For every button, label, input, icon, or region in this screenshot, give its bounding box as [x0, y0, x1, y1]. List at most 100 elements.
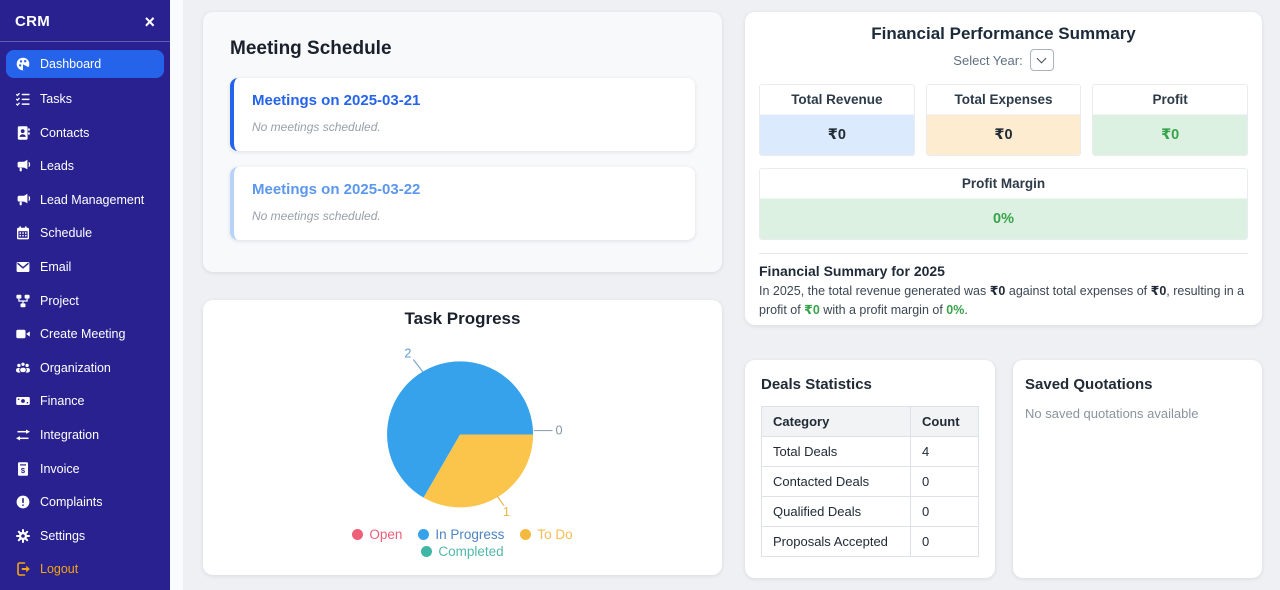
profit-amount: ₹0 — [804, 302, 820, 317]
stat-label: Total Expenses — [926, 85, 1081, 115]
table-row: Total Deals 4 — [761, 436, 979, 467]
profit-margin-label: Profit Margin — [760, 169, 1247, 199]
sidebar: CRM × Dashboard Tasks Contacts Leads Lea… — [0, 0, 170, 590]
financial-summary-text-block: Financial Summary for 2025 In 2025, the … — [759, 254, 1248, 320]
task-progress-pie-chart: 2 0 1 — [387, 347, 563, 519]
divider — [759, 253, 1248, 254]
column-header-category: Category — [761, 406, 911, 437]
address-book-icon — [15, 125, 31, 141]
sidebar-item-complaints[interactable]: Complaints — [6, 490, 164, 515]
sidebar-item-project[interactable]: Project — [6, 288, 164, 313]
financial-summary-paragraph: In 2025, the total revenue generated was… — [759, 284, 1245, 317]
sidebar-item-create-meeting[interactable]: Create Meeting — [6, 322, 164, 347]
financial-summary-card: Financial Performance Summary Select Yea… — [745, 12, 1262, 325]
sidebar-item-leads[interactable]: Leads — [6, 154, 164, 179]
sidebar-item-invoice[interactable]: $ Invoice — [6, 456, 164, 481]
meeting-group-2025-03-22: Meetings on 2025-03-22 No meetings sched… — [230, 167, 695, 240]
task-progress-title: Task Progress — [404, 309, 521, 328]
pie-slice-to-do[interactable] — [423, 434, 534, 508]
legend-item-open[interactable]: Open — [352, 527, 402, 542]
meeting-group-empty-message: No meetings scheduled. — [252, 120, 381, 134]
legend-dot — [418, 529, 430, 540]
sidebar-item-label: Contacts — [40, 125, 90, 140]
sidebar-item-email[interactable]: Email — [6, 255, 164, 280]
profit-stat: Profit ₹0 — [1092, 84, 1249, 156]
diagram-icon — [15, 293, 31, 309]
total-expenses-stat: Total Expenses ₹0 — [925, 84, 1082, 156]
saved-quotations-title: Saved Quotations — [1025, 376, 1153, 393]
sidebar-item-logout[interactable]: Logout — [6, 557, 164, 582]
pie-slice-in-progress[interactable] — [387, 361, 534, 498]
sidebar-gutter — [170, 0, 183, 590]
deal-category: Proposals Accepted — [761, 526, 911, 557]
sidebar-item-schedule[interactable]: Schedule — [6, 221, 164, 246]
sidebar-item-label: Settings — [40, 528, 86, 543]
deals-table-header-row: Category Count — [761, 406, 979, 437]
legend-item-in-progress[interactable]: In Progress — [418, 527, 504, 542]
exclamation-circle-icon — [15, 494, 31, 510]
deal-count: 4 — [910, 436, 979, 467]
financial-stats-row: Total Revenue ₹0 Total Expenses ₹0 Profi… — [759, 84, 1249, 156]
deal-category: Qualified Deals — [761, 496, 911, 527]
close-icon[interactable]: × — [144, 11, 155, 32]
deals-table: Category Count Total Deals 4 Contacted D… — [761, 406, 979, 557]
legend-dot — [520, 529, 532, 540]
select-year-label: Select Year: — [953, 52, 1023, 68]
sidebar-item-lead-management[interactable]: Lead Management — [6, 187, 164, 212]
pie-label-open: 0 — [555, 423, 562, 437]
deal-category: Contacted Deals — [761, 466, 911, 497]
table-row: Proposals Accepted 0 — [761, 526, 979, 557]
sidebar-item-dashboard[interactable]: Dashboard — [6, 50, 164, 78]
video-camera-icon — [15, 326, 31, 342]
sidebar-item-label: Create Meeting — [40, 327, 126, 342]
sidebar-header: CRM × — [0, 0, 170, 42]
sidebar-item-label: Finance — [40, 394, 85, 409]
deal-category: Total Deals — [761, 436, 911, 467]
bullhorn-icon — [15, 192, 31, 208]
sidebar-item-label: Logout — [40, 562, 79, 577]
pie-legend: Open In Progress To Do Completed — [203, 527, 722, 559]
sidebar-nav: Dashboard Tasks Contacts Leads Lead Mana… — [0, 42, 170, 582]
stat-value: ₹0 — [1093, 115, 1248, 155]
legend-item-completed[interactable]: Completed — [421, 544, 504, 559]
deals-statistics-card: Deals Statistics Category Count Total De… — [745, 360, 995, 578]
sidebar-item-label: Dashboard — [40, 57, 102, 71]
sidebar-item-label: Leads — [40, 159, 75, 174]
users-icon — [15, 360, 31, 376]
year-select-dropdown[interactable] — [1029, 49, 1054, 71]
sidebar-item-tasks[interactable]: Tasks — [6, 87, 164, 112]
pie-label-in-progress: 2 — [404, 347, 411, 361]
meeting-schedule-title: Meeting Schedule — [230, 38, 392, 59]
expenses-amount: ₹0 — [1150, 284, 1167, 298]
sidebar-item-organization[interactable]: Organization — [6, 355, 164, 380]
svg-text:$: $ — [21, 466, 26, 475]
gear-icon — [15, 528, 31, 544]
money-bill-icon — [15, 393, 31, 409]
sidebar-item-finance[interactable]: Finance — [6, 389, 164, 414]
sidebar-item-label: Project — [40, 293, 79, 308]
meeting-group-title: Meetings on 2025-03-21 — [252, 92, 421, 109]
sidebar-item-label: Schedule — [40, 226, 93, 241]
legend-label: In Progress — [435, 527, 505, 542]
legend-label: To Do — [537, 527, 573, 542]
task-progress-card: Task Progress 2 0 1 Open In Progress To … — [203, 300, 722, 575]
financial-summary-title: Financial Performance Summary — [871, 24, 1136, 43]
total-revenue-stat: Total Revenue ₹0 — [759, 84, 915, 156]
stat-label: Profit — [1093, 85, 1248, 115]
chevron-down-icon — [1036, 53, 1047, 64]
calendar-icon — [15, 225, 31, 241]
envelope-icon — [15, 259, 31, 275]
column-header-count: Count — [910, 406, 979, 437]
sidebar-item-settings[interactable]: Settings — [6, 523, 164, 548]
deal-count: 0 — [910, 496, 979, 527]
legend-item-to-do[interactable]: To Do — [520, 527, 573, 542]
logout-icon — [15, 561, 31, 577]
app-title: CRM — [15, 13, 51, 30]
stat-value: ₹0 — [760, 115, 914, 155]
sidebar-item-label: Tasks — [40, 92, 72, 107]
sidebar-item-integration[interactable]: Integration — [6, 423, 164, 448]
deal-count: 0 — [910, 466, 979, 497]
sidebar-item-contacts[interactable]: Contacts — [6, 120, 164, 145]
legend-label: Completed — [438, 544, 504, 559]
margin-amount: 0% — [946, 302, 965, 317]
